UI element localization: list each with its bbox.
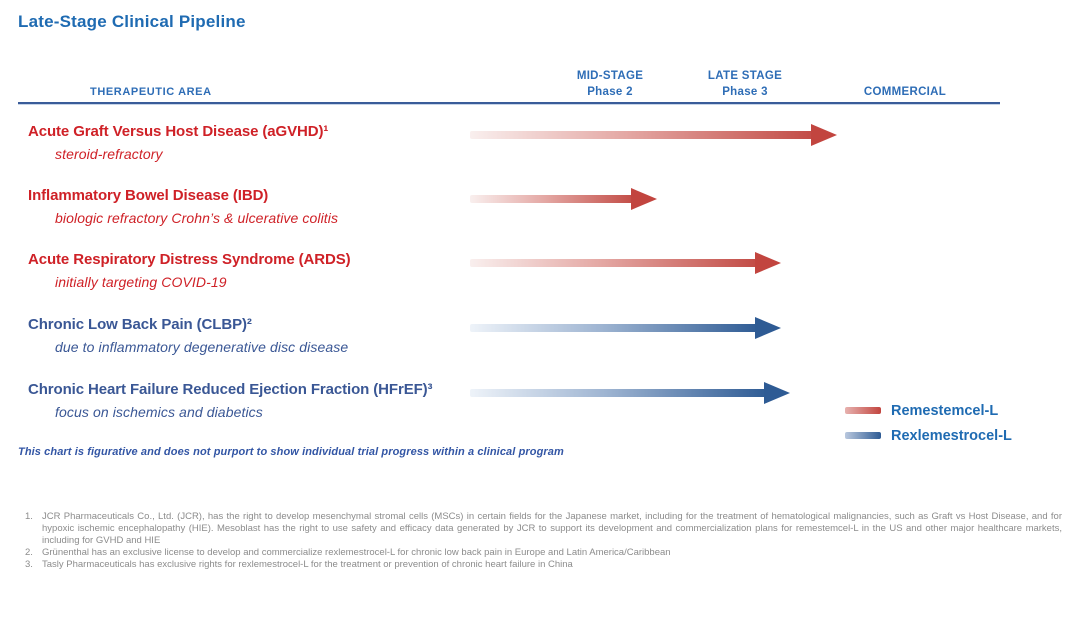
phase-label: Phase 2 [587,86,633,98]
row-title: Inflammatory Bowel Disease (IBD) [28,187,269,204]
remestemcel-color-swatch [845,407,881,414]
legend-label: Rexlemestrocel-L [891,427,1012,444]
progress-arrow-shaft [470,195,635,203]
figurative-disclaimer-note: This chart is figurative and does not pu… [18,446,564,458]
progress-arrow-head-icon [755,252,781,274]
column-header-commercial: COMMERCIAL [830,68,980,100]
row-title: Acute Respiratory Distress Syndrome (ARD… [28,251,351,268]
footnote-item: 1. JCR Pharmaceuticals Co., Ltd. (JCR), … [25,511,1062,547]
pipeline-row: Acute Graft Versus Host Disease (aGVHD)¹… [0,120,1080,182]
footnote-number: 1. [25,511,33,522]
row-subtitle: steroid-refractory [55,146,163,162]
phase-label: COMMERCIAL [863,86,947,98]
row-title: Acute Graft Versus Host Disease (aGVHD)¹ [28,123,329,140]
progress-arrow-shaft [470,324,759,332]
page-title: Late-Stage Clinical Pipeline [18,12,246,31]
row-subtitle: biologic refractory Crohn’s & ulcerative… [55,210,339,226]
row-subtitle: initially targeting COVID-19 [55,274,227,290]
row-subtitle: due to inflammatory degenerative disc di… [55,339,349,355]
footnote-text: Grünenthal has an exclusive license to d… [42,547,671,558]
column-header-therapeutic-area: THERAPEUTIC AREA [90,86,212,98]
progress-arrow-shaft [470,259,759,267]
footnote-item: 2. Grünenthal has an exclusive license t… [25,547,1062,559]
footnote-text: Tasly Pharmaceuticals has exclusive righ… [42,559,573,570]
legend-item-rexlemestrocel: Rexlemestrocel-L [845,423,1012,448]
pipeline-row: Inflammatory Bowel Disease (IBD) biologi… [0,184,1080,246]
pipeline-row: Chronic Low Back Pain (CLBP)² due to inf… [0,313,1080,375]
header-divider-line [18,102,1000,105]
stage-label: MID-STAGE [576,70,644,82]
footnote-item: 3. Tasly Pharmaceuticals has exclusive r… [25,559,1062,571]
row-title: Chronic Low Back Pain (CLBP)² [28,316,252,333]
phase-label: Phase 3 [722,86,768,98]
pipeline-row: Chronic Heart Failure Reduced Ejection F… [0,378,1080,440]
column-header-late-stage: LATE STAGE Phase 3 [670,68,820,100]
row-subtitle: focus on ischemics and diabetics [55,404,263,420]
footnote-number: 3. [25,559,33,570]
row-title: Chronic Heart Failure Reduced Ejection F… [28,381,433,398]
rexlemestrocel-color-swatch [845,432,881,439]
footnote-number: 2. [25,547,33,558]
progress-arrow-shaft [470,131,815,139]
legend-label: Remestemcel-L [891,402,999,419]
stage-label: LATE STAGE [707,70,783,82]
footnote-text: JCR Pharmaceuticals Co., Ltd. (JCR), has… [42,511,1062,546]
footnotes: 1. JCR Pharmaceuticals Co., Ltd. (JCR), … [25,511,1062,571]
progress-arrow-head-icon [764,382,790,404]
pipeline-row: Acute Respiratory Distress Syndrome (ARD… [0,248,1080,310]
legend: Remestemcel-L Rexlemestrocel-L [845,398,1012,448]
legend-item-remestemcel: Remestemcel-L [845,398,1012,423]
progress-arrow-head-icon [811,124,837,146]
progress-arrow-head-icon [755,317,781,339]
progress-arrow-head-icon [631,188,657,210]
column-header-mid-stage: MID-STAGE Phase 2 [535,68,685,100]
progress-arrow-shaft [470,389,768,397]
